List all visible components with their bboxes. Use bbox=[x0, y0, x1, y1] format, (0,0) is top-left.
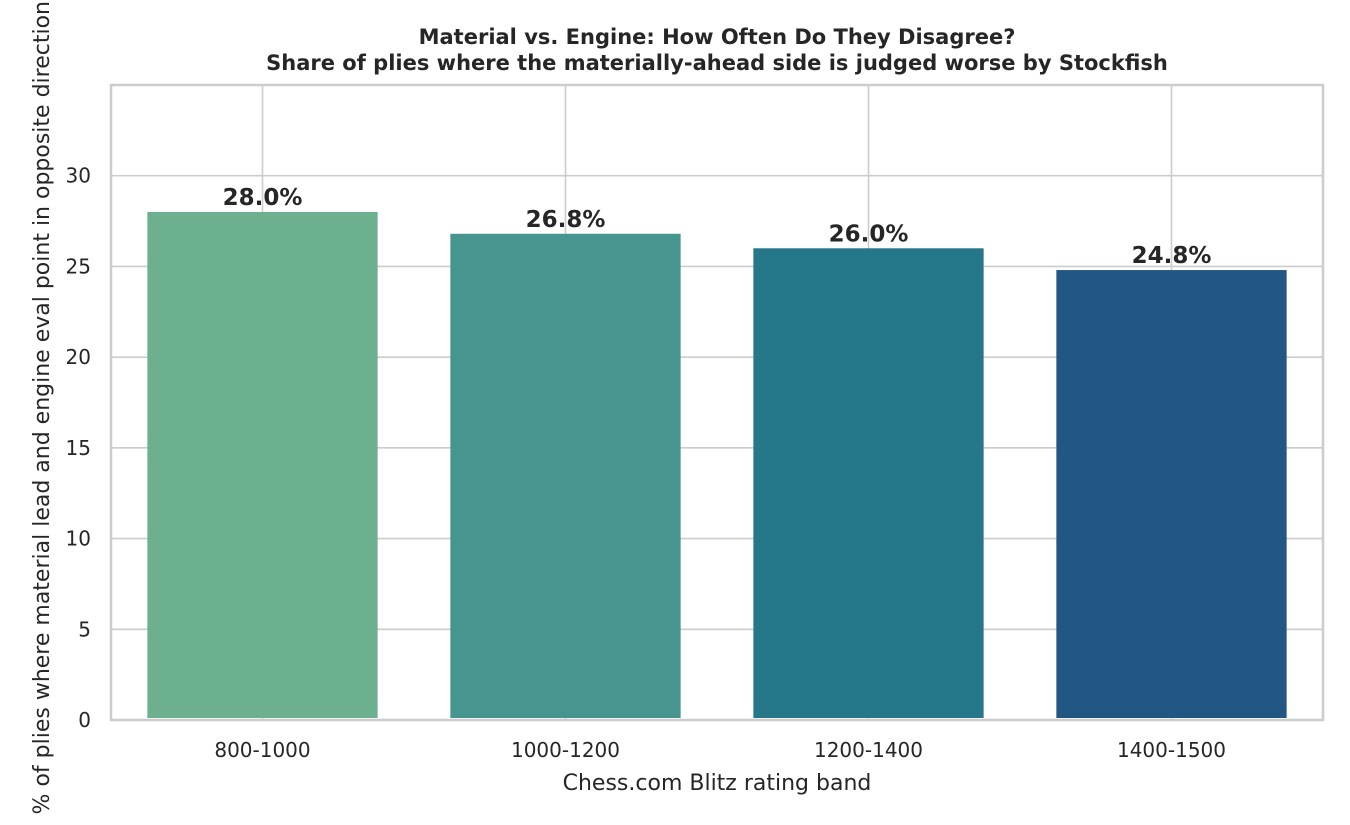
bar bbox=[753, 248, 984, 719]
x-tick-label: 1200-1400 bbox=[814, 738, 923, 762]
data-labels: 28.0% 26.8% 26.0% 24.8% bbox=[223, 185, 1212, 269]
bars bbox=[147, 212, 1287, 719]
y-tick-label: 5 bbox=[78, 617, 91, 641]
x-tick-label: 1400-1500 bbox=[1117, 738, 1226, 762]
bar-value-label: 28.0% bbox=[223, 185, 303, 211]
y-tick-labels: 0 5 10 15 20 25 30 bbox=[66, 164, 91, 732]
x-tick-label: 1000-1200 bbox=[511, 738, 620, 762]
y-tick-label: 30 bbox=[66, 164, 91, 188]
bar bbox=[147, 212, 378, 718]
x-tick-labels: 800-1000 1000-1200 1200-1400 1400-1500 bbox=[214, 738, 1226, 762]
y-axis-label: % of plies where material lead and engin… bbox=[30, 0, 55, 814]
x-tick-label: 800-1000 bbox=[214, 738, 310, 762]
y-tick-label: 25 bbox=[66, 254, 91, 278]
y-tick-label: 15 bbox=[66, 436, 91, 460]
bar-value-label: 24.8% bbox=[1132, 243, 1212, 269]
bar-value-label: 26.8% bbox=[526, 207, 606, 233]
bar bbox=[1056, 270, 1287, 718]
chart-subtitle: Share of plies where the materially-ahea… bbox=[266, 51, 1168, 75]
y-tick-label: 0 bbox=[78, 708, 91, 732]
x-axis-label: Chess.com Blitz rating band bbox=[563, 771, 872, 796]
chart-title: Material vs. Engine: How Often Do They D… bbox=[419, 25, 1016, 49]
bar-value-label: 26.0% bbox=[829, 221, 909, 247]
bar bbox=[450, 233, 681, 718]
y-tick-label: 10 bbox=[66, 527, 91, 551]
plot-frame bbox=[109, 83, 1325, 722]
y-tick-label: 20 bbox=[66, 345, 91, 369]
